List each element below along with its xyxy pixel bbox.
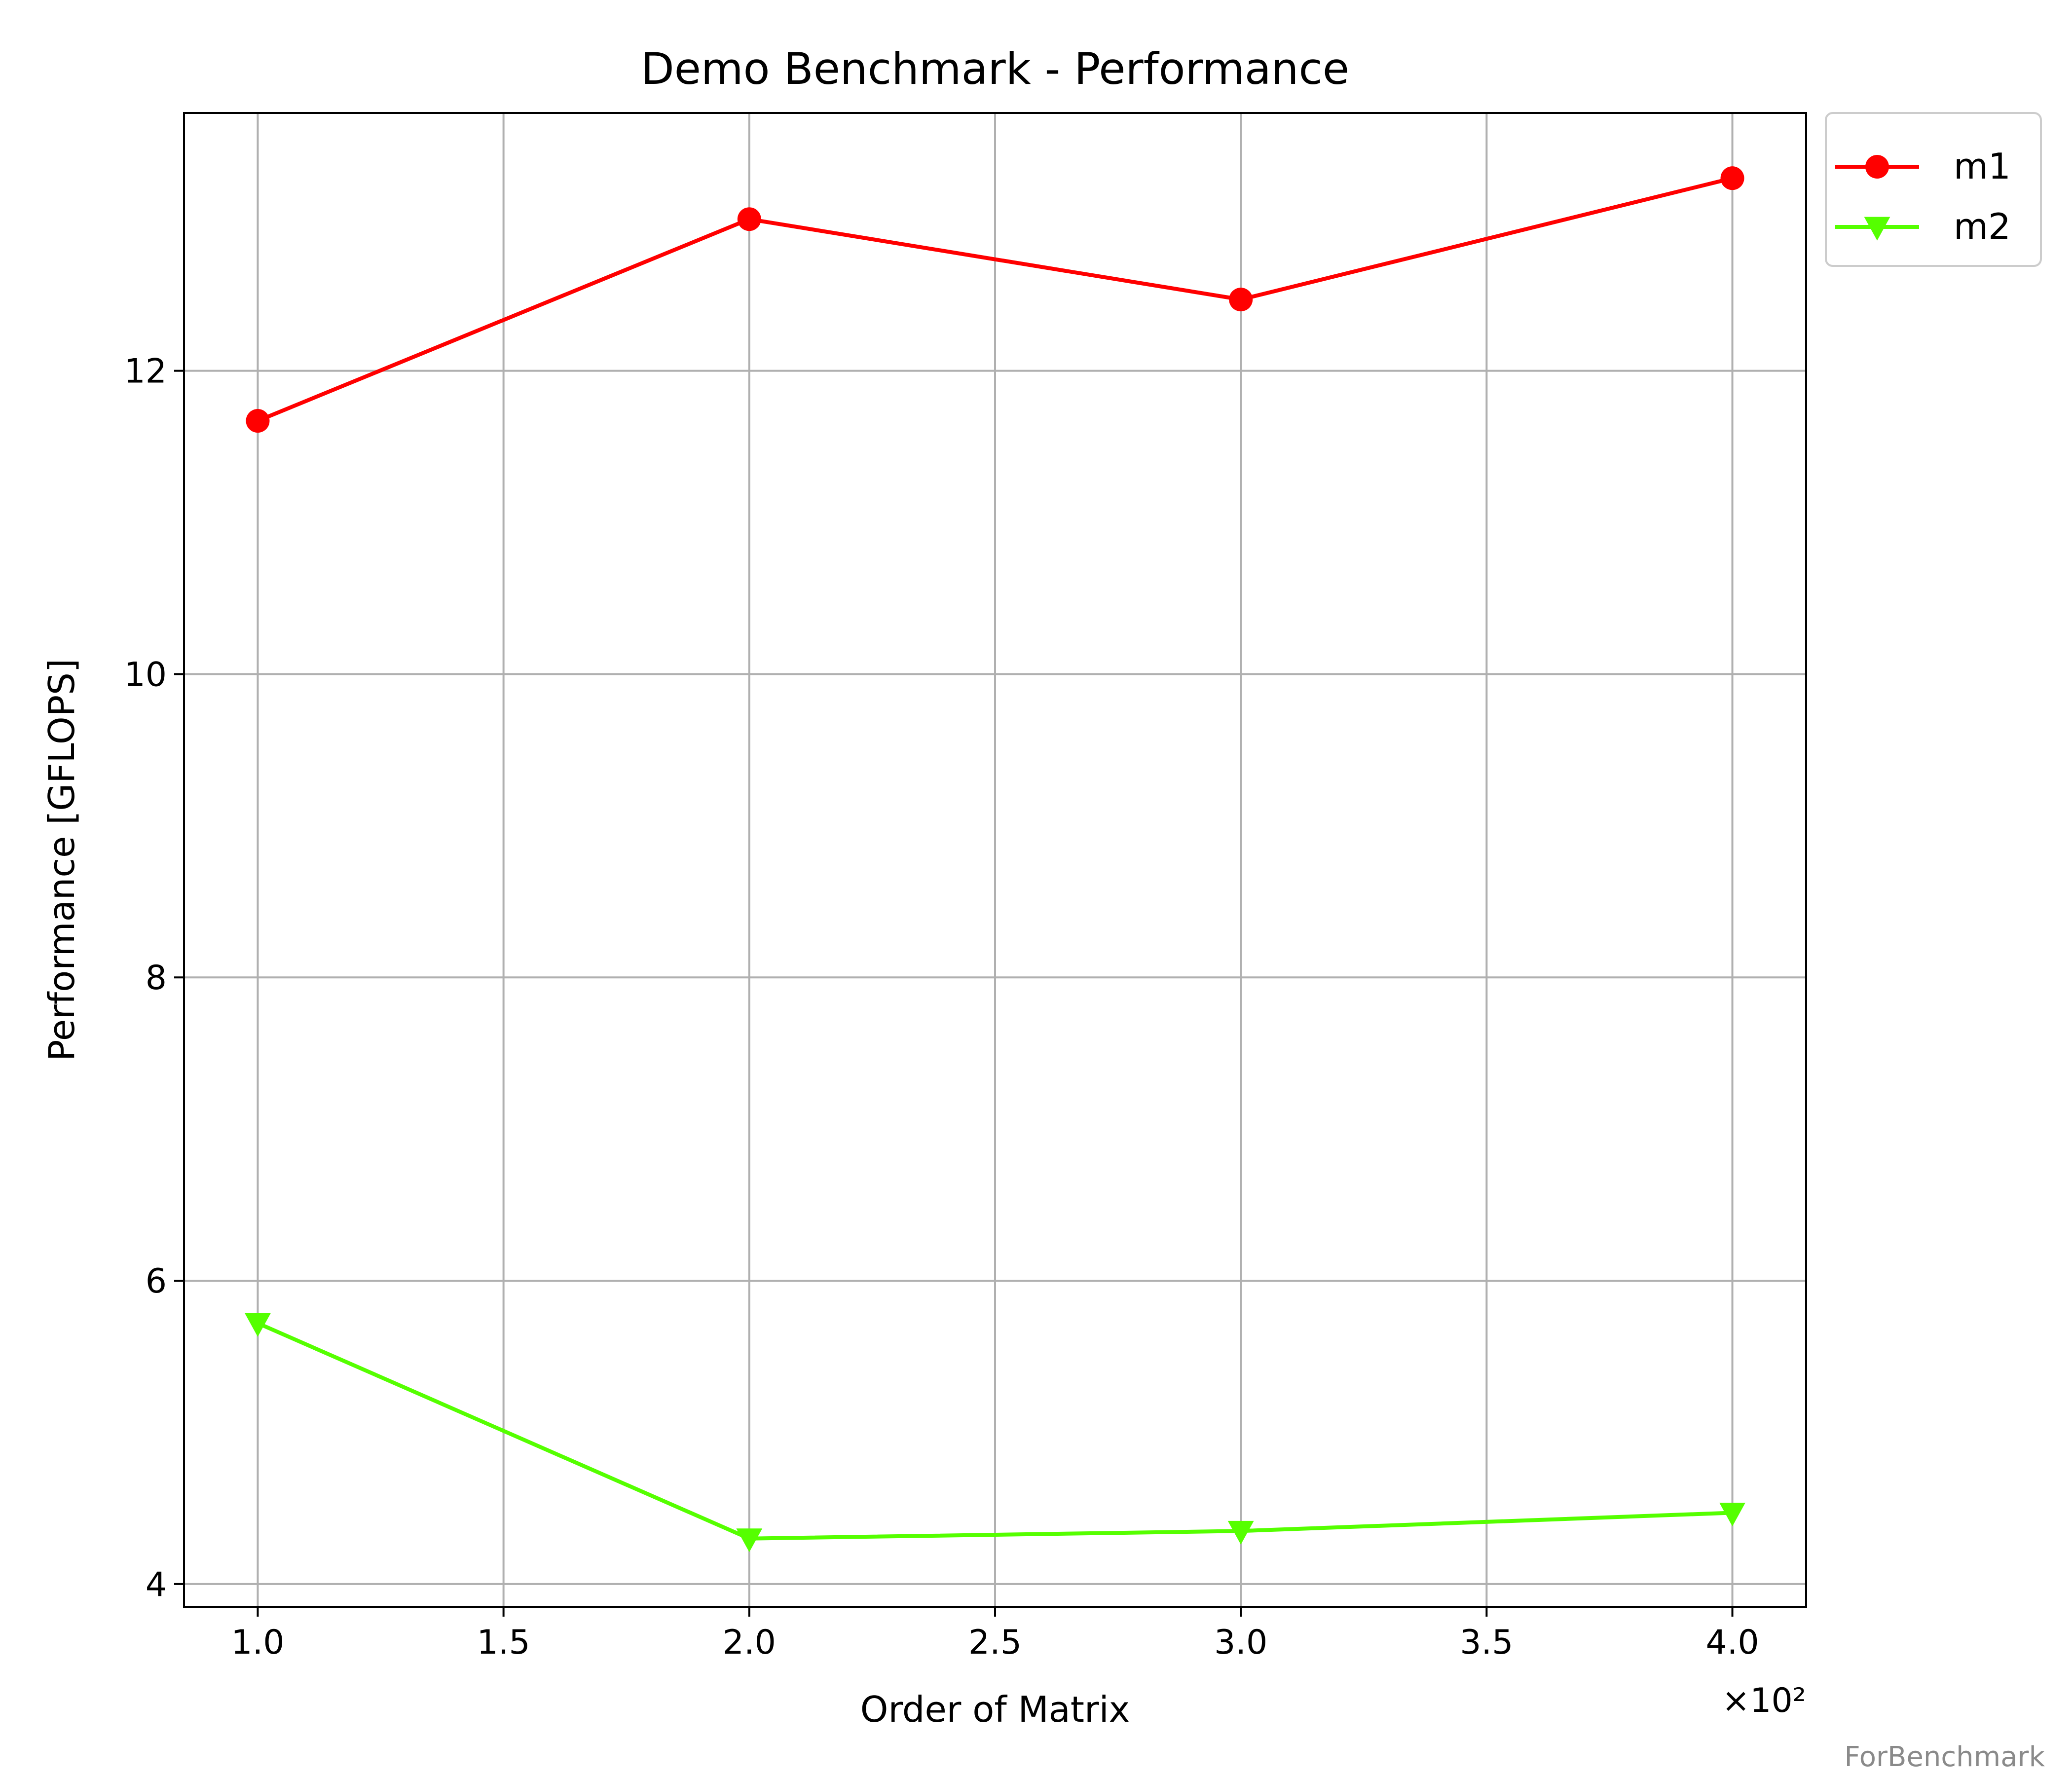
legend-item-m1: m1: [1835, 146, 2011, 187]
x-tick-label: 4.0: [1705, 1623, 1759, 1662]
data-point-m2: [736, 1528, 763, 1553]
x-axis-label: Order of Matrix: [860, 1689, 1130, 1730]
x-tick-label: 1.0: [231, 1623, 284, 1662]
series-layer: [245, 166, 1745, 1553]
series-m1: [246, 166, 1744, 433]
series-line-m1: [257, 176, 1733, 423]
legend-item-m2: m2: [1835, 206, 2011, 247]
chart-title: Demo Benchmark - Performance: [641, 43, 1349, 94]
y-tick-label: 6: [146, 1262, 167, 1301]
y-tick-label: 12: [124, 352, 167, 391]
x-offset-label: ×10²: [1722, 1681, 1806, 1720]
x-tick-label: 3.0: [1214, 1623, 1267, 1662]
x-tick-label: 2.0: [723, 1623, 776, 1662]
data-point-m1: [737, 207, 761, 231]
ticks: 1.0 1.5 2.0 2.5 3.0 3.5 4.0 4 6 8 10 12: [124, 352, 1759, 1662]
y-tick-label: 10: [124, 655, 167, 694]
legend-marker-m1: [1865, 155, 1889, 179]
x-tick-label: 2.5: [968, 1623, 1022, 1662]
y-tick-label: 4: [146, 1565, 167, 1604]
series-line-m2: [257, 1321, 1733, 1541]
legend-label-m2: m2: [1954, 206, 2011, 247]
y-axis-label: Performance [GFLOPS]: [41, 659, 82, 1061]
data-point-m1: [1720, 166, 1744, 190]
series-m2: [245, 1313, 1745, 1553]
x-tick-label: 3.5: [1460, 1623, 1513, 1662]
x-tick-label: 1.5: [477, 1623, 530, 1662]
data-point-m1: [1229, 288, 1253, 312]
data-point-m2: [1719, 1503, 1745, 1527]
data-point-m2: [245, 1313, 271, 1337]
legend-marker-m2: [1864, 217, 1890, 241]
y-tick-label: 8: [146, 959, 167, 998]
legend-label-m1: m1: [1954, 146, 2011, 187]
watermark: ForBenchmark: [1845, 1741, 2045, 1773]
data-point-m2: [1227, 1520, 1254, 1545]
data-point-m1: [246, 409, 270, 433]
grid: [184, 113, 1806, 1607]
